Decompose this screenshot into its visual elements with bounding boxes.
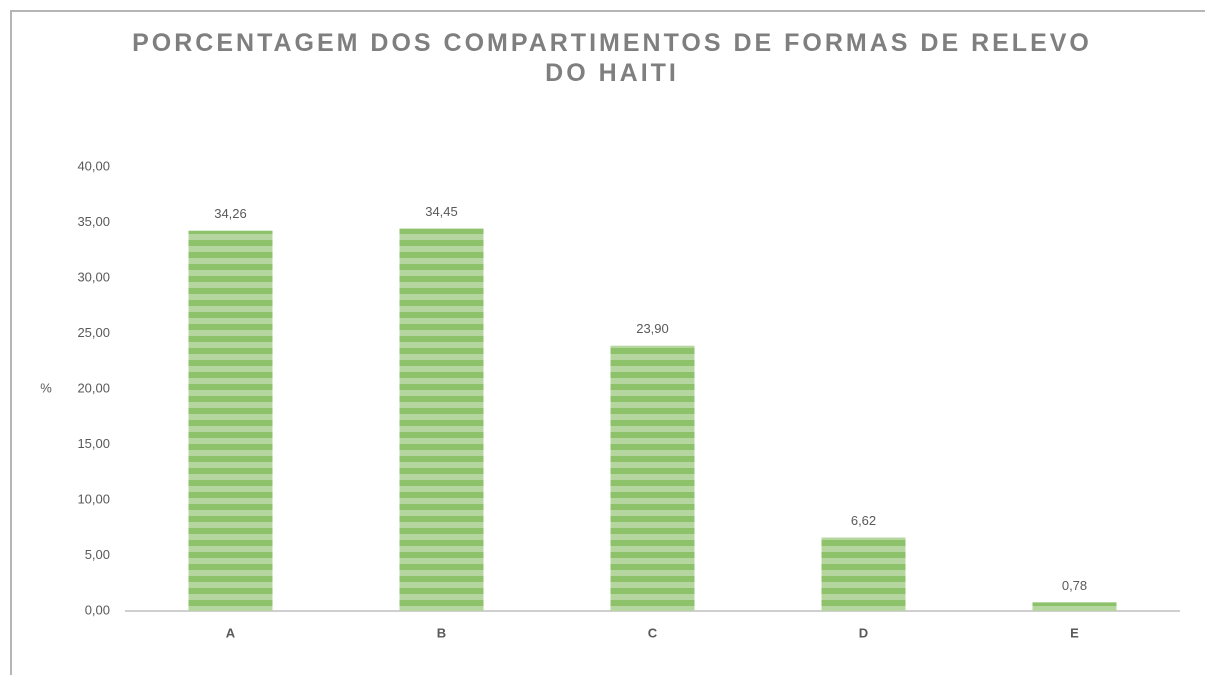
y-axis-label: % bbox=[40, 380, 52, 395]
y-tick-label: 30,00 bbox=[77, 269, 110, 284]
y-tick-label: 20,00 bbox=[77, 380, 110, 395]
chart-title: PORCENTAGEM DOS COMPARTIMENTOS DE FORMAS… bbox=[132, 29, 1092, 87]
data-label: 34,26 bbox=[214, 206, 247, 221]
y-tick-label: 0,00 bbox=[85, 602, 110, 617]
x-tick-label: E bbox=[1070, 625, 1079, 640]
x-tick-label: A bbox=[226, 625, 236, 640]
y-tick-label: 40,00 bbox=[77, 158, 110, 173]
data-label: 34,45 bbox=[425, 204, 458, 219]
y-tick-label: 10,00 bbox=[77, 491, 110, 506]
x-tick-label: D bbox=[859, 625, 868, 640]
bar bbox=[610, 345, 695, 611]
bar bbox=[821, 537, 906, 611]
data-label: 23,90 bbox=[636, 321, 669, 336]
y-tick-label: 5,00 bbox=[85, 547, 110, 562]
data-label: 6,62 bbox=[851, 513, 876, 528]
y-tick-label: 25,00 bbox=[77, 325, 110, 340]
x-tick-label: C bbox=[648, 625, 658, 640]
y-tick-label: 35,00 bbox=[77, 214, 110, 229]
bar bbox=[188, 230, 273, 612]
x-tick-label: B bbox=[437, 625, 446, 640]
y-tick-label: 15,00 bbox=[77, 436, 110, 451]
bar bbox=[1032, 602, 1117, 611]
chart-frame bbox=[10, 10, 1205, 675]
data-label: 0,78 bbox=[1062, 578, 1087, 593]
bar bbox=[399, 228, 484, 612]
